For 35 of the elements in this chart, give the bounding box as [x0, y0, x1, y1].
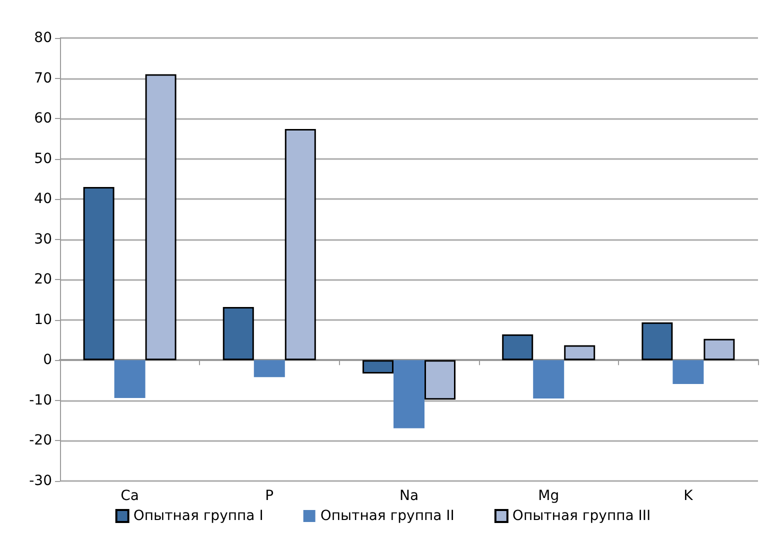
bar	[642, 322, 673, 360]
y-tick-label: 80	[34, 30, 52, 46]
y-tick-label: -10	[29, 392, 52, 408]
bar	[222, 307, 254, 360]
bar	[533, 360, 564, 398]
bar	[145, 74, 176, 360]
y-tick-label: 0	[43, 352, 52, 368]
y-tick-label: 20	[34, 272, 52, 288]
bar	[564, 345, 596, 360]
legend-label: Опытная группа II	[320, 508, 454, 524]
x-tick-label: K	[684, 488, 694, 504]
y-tick-label: 10	[34, 312, 52, 328]
y-tick-label: 30	[34, 231, 52, 248]
x-tick-label: Na	[399, 488, 419, 504]
legend-label: Опытная группа III	[512, 508, 651, 524]
legend-label: Опытная группа I	[133, 508, 264, 524]
bar	[83, 187, 114, 360]
bar	[284, 129, 316, 360]
y-tick-label: -20	[29, 432, 52, 449]
bar	[254, 360, 285, 378]
y-tick-label: 60	[34, 110, 52, 127]
bar	[362, 360, 394, 374]
bar	[502, 334, 534, 360]
x-tick-label: Ca	[120, 488, 139, 504]
x-tick-label: Mg	[538, 488, 560, 504]
y-tick-label: 50	[34, 150, 52, 167]
bar	[394, 360, 424, 428]
bar	[672, 360, 704, 384]
y-tick-label: 70	[34, 70, 52, 86]
bar	[424, 360, 456, 400]
x-tick-label: P	[265, 488, 274, 504]
y-tick-label: -30	[29, 473, 52, 489]
y-tick-label: 40	[34, 191, 52, 208]
bar	[704, 338, 735, 360]
bar	[114, 360, 146, 398]
